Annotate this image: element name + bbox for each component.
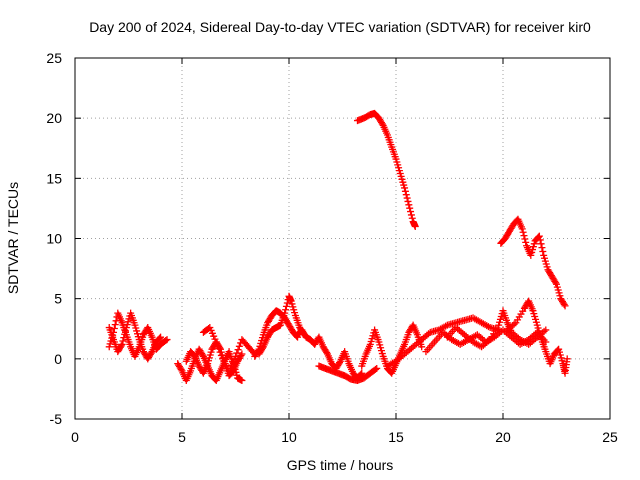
series-prn-g <box>255 292 308 358</box>
data-point <box>281 309 289 317</box>
data-point <box>121 330 129 338</box>
data-point <box>110 325 118 333</box>
data-point <box>157 333 165 341</box>
data-point <box>407 208 415 216</box>
data-point <box>536 236 544 244</box>
data-point <box>212 338 220 346</box>
data-point <box>563 355 571 363</box>
data-point <box>404 197 412 205</box>
y-tick-label: 10 <box>46 231 62 247</box>
data-point <box>120 334 128 342</box>
data-point <box>282 302 290 310</box>
x-tick-label: 25 <box>602 429 618 445</box>
data-point <box>521 235 529 243</box>
y-tick-label: -5 <box>50 411 63 427</box>
series-prn-m <box>443 307 550 351</box>
chart-title: Day 200 of 2024, Sidereal Day-to-day VTE… <box>89 19 591 35</box>
data-point <box>163 336 171 344</box>
data-point <box>535 232 543 240</box>
x-axis-label: GPS time / hours <box>287 457 394 473</box>
data-point <box>406 204 414 212</box>
data-point <box>237 351 245 359</box>
data-point <box>162 337 170 345</box>
series-prn-b <box>105 309 165 363</box>
data-point <box>234 346 242 354</box>
data-point <box>117 342 125 350</box>
data-point <box>373 364 381 372</box>
data-point <box>561 302 569 310</box>
data-point <box>537 240 545 248</box>
data-point <box>156 334 164 342</box>
axis-ticks: 0 5 10 15 20 25 -5 0 5 10 15 20 25 <box>46 50 618 445</box>
data-point <box>401 184 409 192</box>
data-point <box>403 194 411 202</box>
data-point <box>519 228 527 236</box>
y-tick-label: 20 <box>46 110 62 126</box>
y-tick-label: 0 <box>54 351 62 367</box>
x-tick-label: 0 <box>71 429 79 445</box>
data-point <box>214 341 222 349</box>
data-point <box>542 326 550 334</box>
y-axis-label: SDTVAR / TECUs <box>5 182 21 294</box>
x-tick-label: 10 <box>281 429 297 445</box>
data-point <box>522 238 530 246</box>
data-point <box>235 342 243 350</box>
x-tick-label: 20 <box>495 429 511 445</box>
data-point <box>538 244 546 252</box>
data-point <box>418 343 426 351</box>
data-point <box>371 365 379 373</box>
data-marks <box>105 109 571 384</box>
x-tick-label: 15 <box>388 429 404 445</box>
x-tick-label: 5 <box>178 429 186 445</box>
series-prn-n <box>503 297 571 377</box>
data-point <box>411 222 419 230</box>
data-point <box>238 376 246 384</box>
data-point <box>118 340 126 348</box>
y-tick-label: 5 <box>54 291 62 307</box>
data-point <box>119 337 127 345</box>
data-point <box>282 306 290 314</box>
series-prn-e <box>199 324 259 375</box>
data-point <box>232 352 239 360</box>
data-point <box>539 247 547 255</box>
data-point <box>217 351 225 359</box>
series-prn-p <box>497 215 569 310</box>
data-point <box>215 345 223 353</box>
data-point <box>111 321 119 329</box>
data-point <box>520 232 528 240</box>
data-point <box>408 214 416 222</box>
data-point <box>402 191 410 199</box>
data-point <box>405 201 413 209</box>
y-tick-label: 25 <box>46 50 62 66</box>
data-point <box>518 225 526 233</box>
data-point <box>233 349 241 357</box>
data-point <box>552 279 560 287</box>
series-prn-k <box>383 314 503 370</box>
data-point <box>238 350 246 358</box>
data-point <box>122 327 130 335</box>
data-point <box>560 300 568 308</box>
y-tick-label: 15 <box>46 170 62 186</box>
series-prn-o <box>353 109 419 230</box>
data-point <box>407 211 415 219</box>
data-point <box>216 348 224 356</box>
data-point <box>401 187 409 195</box>
series-prn-i <box>315 362 381 384</box>
